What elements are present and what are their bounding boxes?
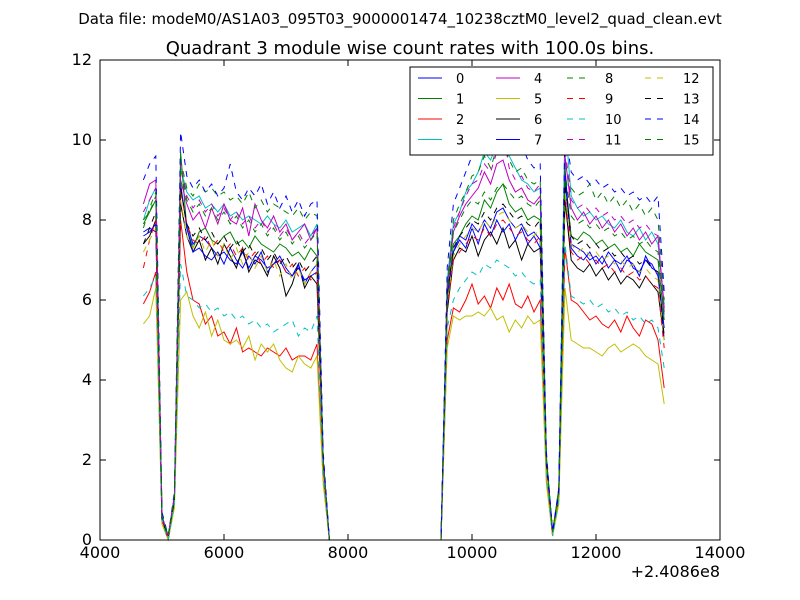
legend-label-13: 13 <box>683 93 700 108</box>
x-tick-label: 6000 <box>204 543 245 562</box>
y-tick-label: 4 <box>82 370 92 389</box>
legend-label-12: 12 <box>683 72 700 87</box>
figure-suptitle: Data file: modeM0/AS1A03_095T03_90000014… <box>78 10 722 29</box>
y-tick-label: 6 <box>82 290 92 309</box>
x-tick-label: 12000 <box>571 543 622 562</box>
legend-label-11: 11 <box>605 134 622 149</box>
legend-label-14: 14 <box>683 113 700 128</box>
series-line-15 <box>142 167 665 541</box>
x-axis-offset-label: +2.4086e8 <box>631 562 720 581</box>
legend-label-5: 5 <box>534 93 542 108</box>
y-tick-label: 2 <box>82 450 92 469</box>
y-tick-label: 10 <box>72 130 92 149</box>
y-tick-label: 0 <box>82 530 92 549</box>
series-line-8 <box>143 138 665 541</box>
legend-label-2: 2 <box>456 113 464 128</box>
legend-frame <box>409 66 714 156</box>
x-tick-label: 4000 <box>80 543 121 562</box>
x-tick-label: 14000 <box>695 543 746 562</box>
x-tick-label: 8000 <box>328 543 369 562</box>
legend-label-4: 4 <box>534 72 542 87</box>
x-axis: 4000 6000 8000 10000 12000 14000 <box>80 60 746 562</box>
legend-label-9: 9 <box>605 93 613 108</box>
y-tick-label: 12 <box>72 50 92 69</box>
series-line-9 <box>142 191 665 541</box>
chart-title: Quadrant 3 module wise count rates with … <box>166 38 655 59</box>
legend-label-15: 15 <box>683 134 700 149</box>
legend-label-0: 0 <box>456 72 464 87</box>
legend-label-1: 1 <box>456 93 464 108</box>
legend-label-3: 3 <box>456 134 464 149</box>
legend-label-6: 6 <box>534 113 542 128</box>
y-tick-label: 8 <box>82 210 92 229</box>
series-line-11 <box>142 131 665 541</box>
legend-label-10: 10 <box>605 113 622 128</box>
legend-label-8: 8 <box>605 72 613 87</box>
x-tick-label: 10000 <box>447 543 498 562</box>
legend-label-7: 7 <box>534 134 542 149</box>
